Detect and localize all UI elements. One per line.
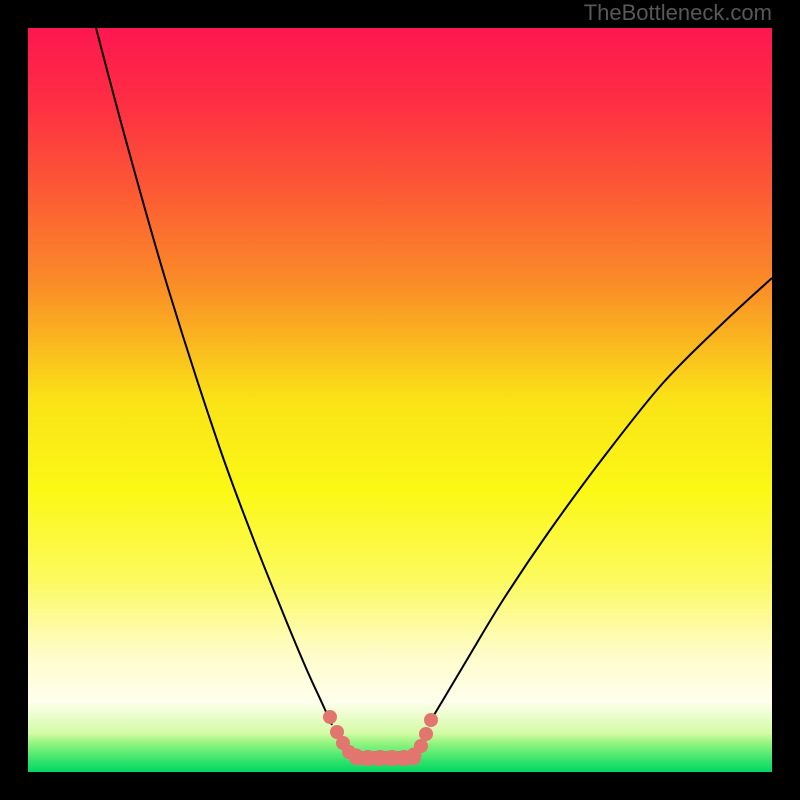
marker-dot xyxy=(424,713,438,727)
marker-dot xyxy=(414,739,428,753)
marker-dot xyxy=(419,727,433,741)
watermark-text: TheBottleneck.com xyxy=(584,0,772,26)
chart-plot-area xyxy=(28,28,772,772)
gradient-background xyxy=(28,28,772,772)
marker-dot xyxy=(323,710,337,724)
chart-svg xyxy=(28,28,772,772)
